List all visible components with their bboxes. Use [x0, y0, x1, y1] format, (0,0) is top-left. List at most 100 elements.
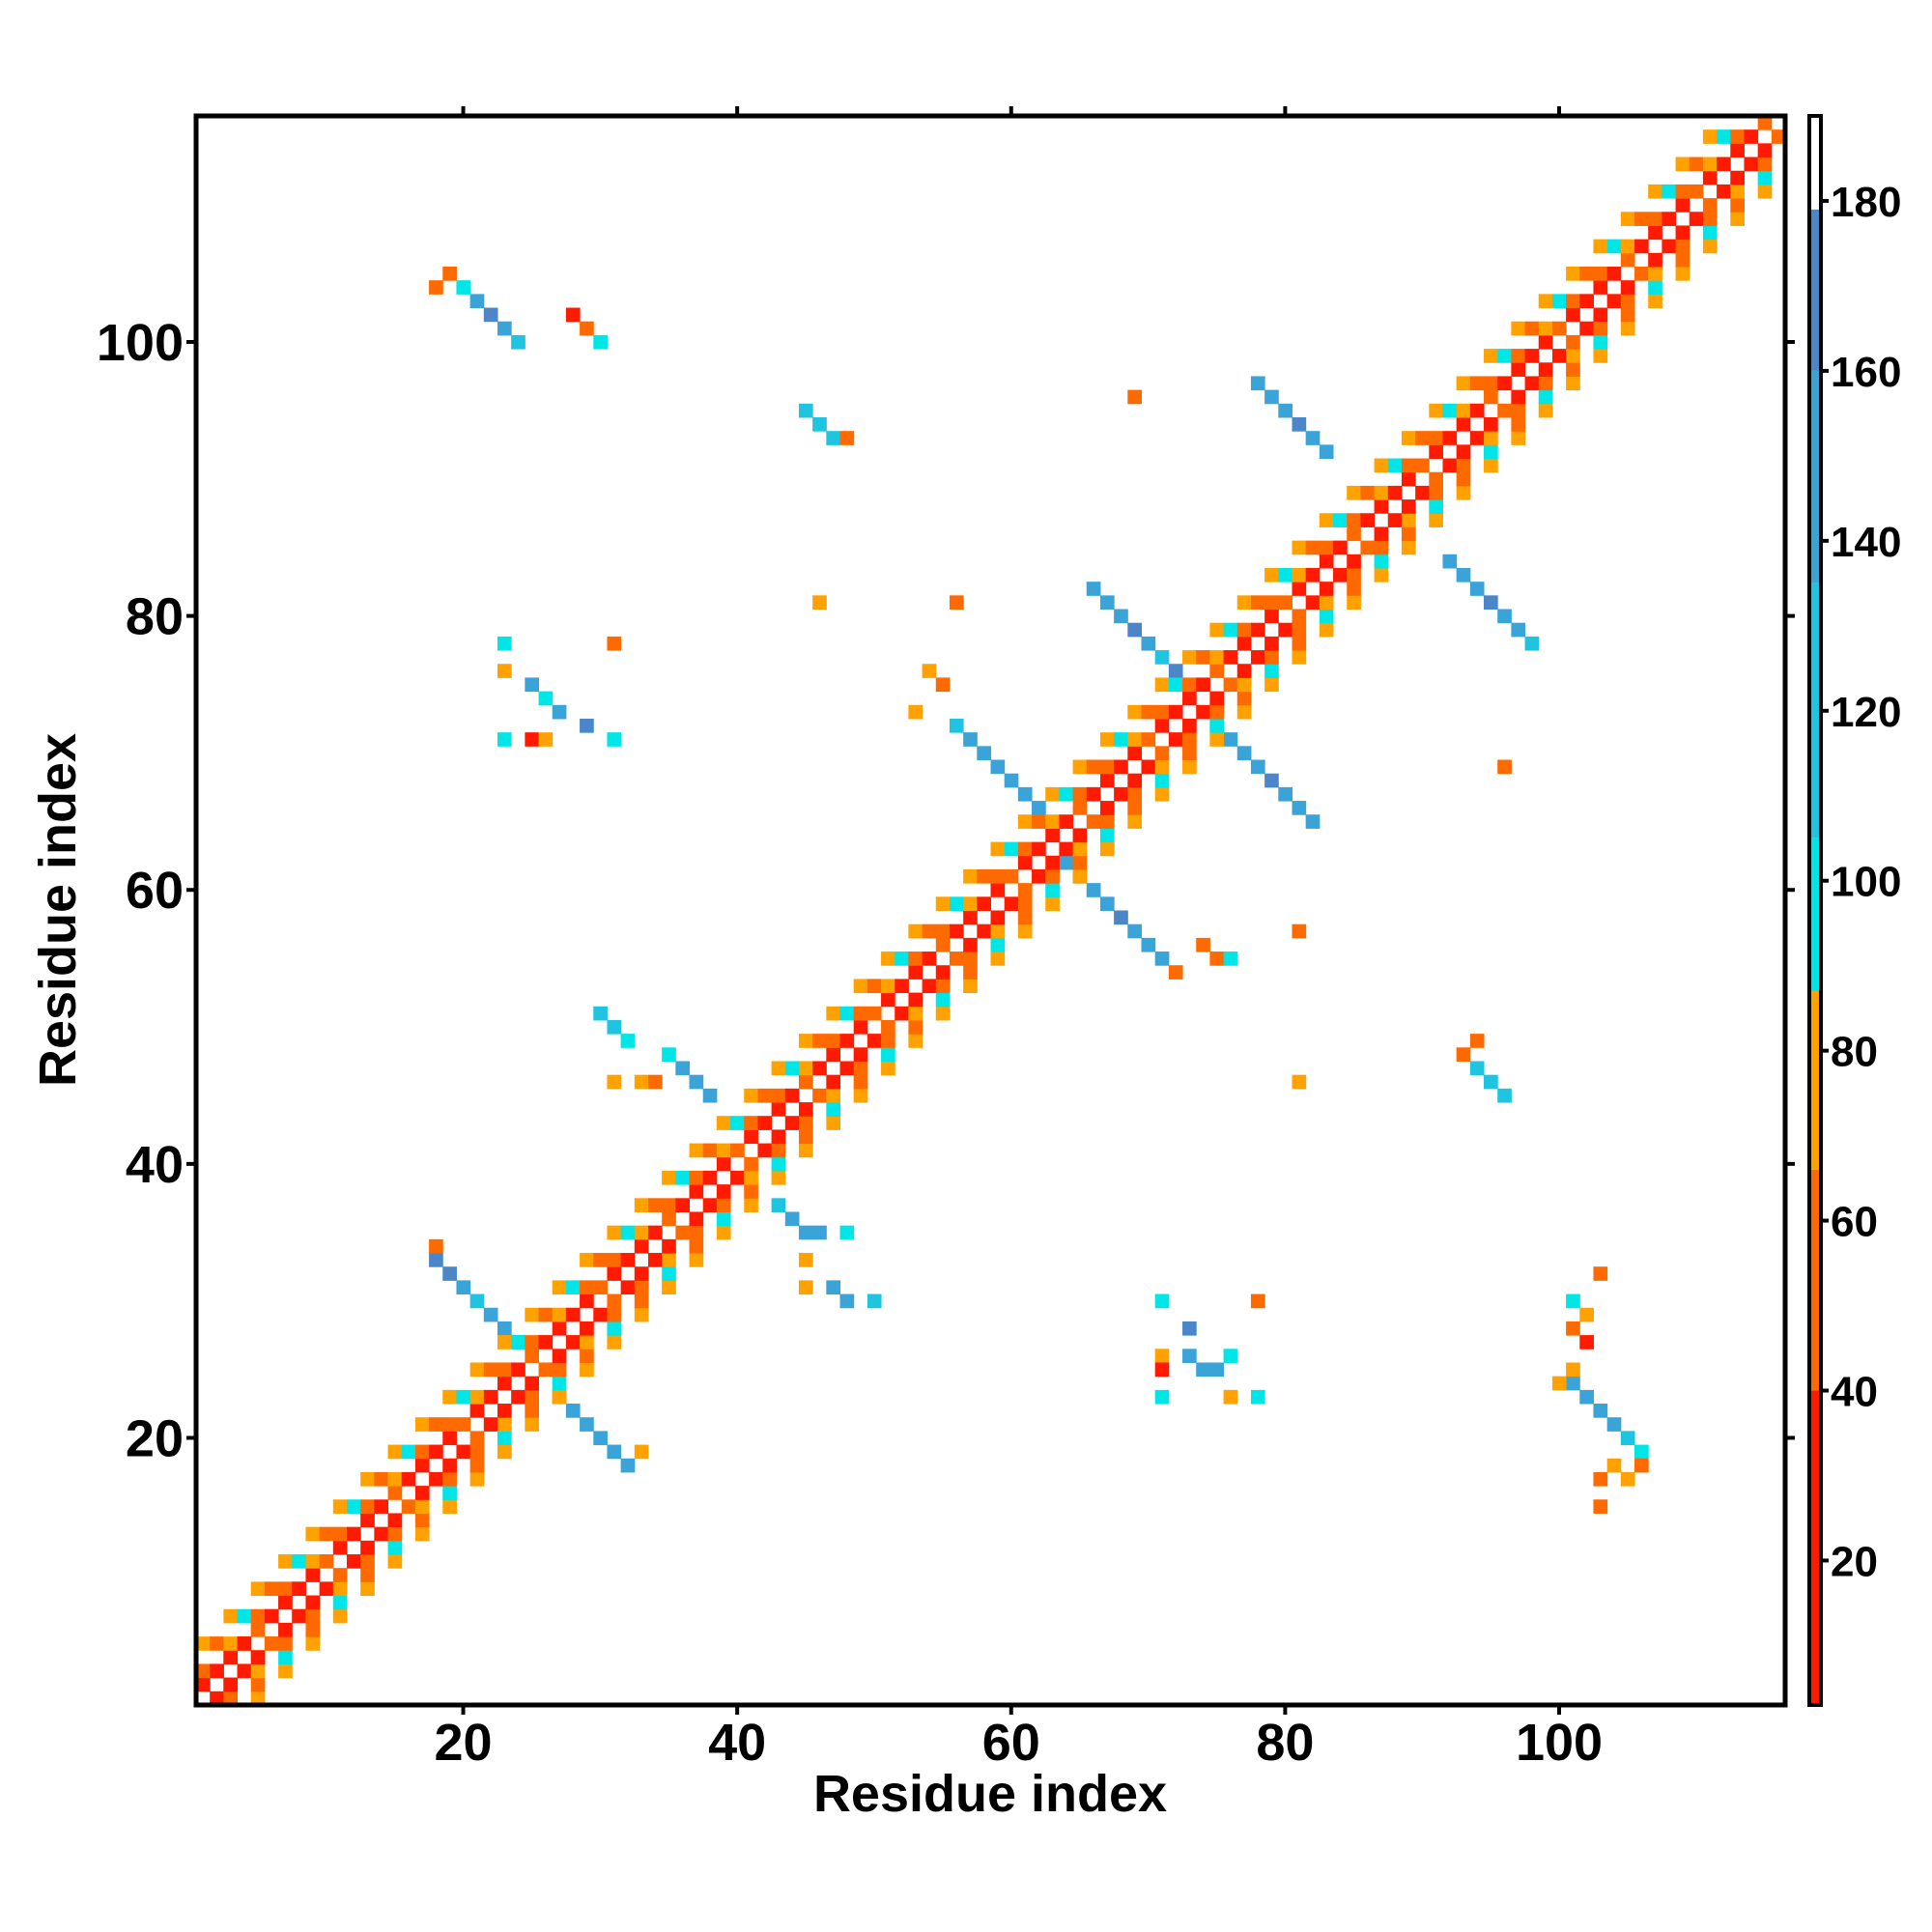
diagonal-cell: [1675, 184, 1690, 199]
diagonal-cell: [1675, 156, 1690, 172]
diagonal-cell: [1292, 609, 1307, 624]
diagonal-cell: [1675, 198, 1690, 213]
colorbar-tick-label: 100: [1831, 859, 1901, 906]
heatmap-cell: [1292, 801, 1307, 815]
heatmap-cell: [1086, 582, 1101, 596]
diagonal-cell: [990, 937, 1006, 952]
diagonal-cell: [1456, 458, 1471, 473]
heatmap-cell: [525, 732, 540, 747]
diagonal-cell: [346, 1499, 361, 1514]
heatmap-cell: [580, 1417, 594, 1432]
diagonal-cell: [525, 1335, 540, 1350]
diagonal-cell: [881, 1047, 895, 1062]
diagonal-cell: [1469, 376, 1485, 391]
heatmap-cell: [442, 266, 457, 281]
diagonal-cell: [935, 923, 951, 939]
diagonal-cell: [1360, 513, 1376, 527]
diagonal-cell: [1524, 349, 1540, 363]
heatmap-cell: [483, 307, 498, 323]
y-axis-title: Residue index: [29, 733, 87, 1087]
y-tick-label: 100: [97, 314, 184, 372]
diagonal-cell: [1730, 198, 1745, 213]
diagonal-cell: [442, 1417, 457, 1432]
diagonal-cell: [387, 1540, 403, 1555]
diagonal-cell: [607, 1253, 622, 1267]
diagonal-cell: [1456, 376, 1471, 391]
diagonal-cell: [1566, 266, 1580, 281]
diagonal-cell: [1141, 732, 1156, 747]
diagonal-cell: [1401, 431, 1416, 445]
diagonal-cell: [1347, 485, 1361, 500]
diagonal-cell: [1017, 923, 1033, 939]
diagonal-cell: [332, 1608, 348, 1624]
diagonal-cell: [1401, 471, 1416, 487]
diagonal-cell: [1538, 321, 1553, 336]
diagonal-cell: [1429, 513, 1443, 527]
diagonal-cell: [1099, 759, 1115, 775]
heatmap-cell: [826, 431, 841, 445]
diagonal-cell: [784, 1061, 800, 1076]
diagonal-cell: [401, 1444, 416, 1460]
heatmap-cell: [1634, 1444, 1649, 1460]
diagonal-cell: [223, 1677, 239, 1692]
diagonal-cell: [662, 1266, 676, 1281]
diagonal-cell: [1744, 156, 1759, 172]
diagonal-cell: [839, 1034, 855, 1048]
diagonal-cell: [1292, 636, 1307, 651]
diagonal-cell: [305, 1568, 321, 1582]
diagonal-cell: [839, 1061, 855, 1076]
diagonal-cell: [497, 1376, 512, 1391]
diagonal-cell: [1456, 485, 1471, 500]
diagonal-cell: [497, 1417, 512, 1432]
diagonal-cell: [744, 1088, 758, 1103]
diagonal-cell: [990, 841, 1006, 857]
heatmap-cell: [1634, 1458, 1649, 1473]
colorbar-tick-label: 80: [1831, 1029, 1878, 1076]
diagonal-cell: [1374, 526, 1389, 542]
diagonal-cell: [1415, 485, 1430, 500]
heatmap-cell: [689, 1074, 704, 1090]
diagonal-cell: [963, 868, 978, 884]
diagonal-cell: [771, 1061, 786, 1076]
heatmap-cell: [1127, 923, 1142, 939]
diagonal-cell: [1702, 212, 1718, 226]
heatmap-cell: [949, 595, 964, 611]
x-axis-ticks: 20 40 60 80 100: [434, 106, 1603, 1772]
diagonal-cell: [580, 1362, 594, 1378]
diagonal-cell: [469, 1458, 485, 1473]
diagonal-cell: [1429, 471, 1443, 487]
heatmap-cell: [839, 431, 855, 445]
diagonal-cell: [1484, 376, 1498, 391]
diagonal-cell: [387, 1554, 403, 1569]
diagonal-cell: [1209, 718, 1225, 733]
diagonal-cell: [196, 1677, 211, 1692]
x-tick-label: 100: [1516, 1714, 1603, 1772]
diagonal-cell: [963, 979, 978, 994]
heatmap-cell: [1292, 923, 1307, 939]
diagonal-cell: [1744, 129, 1759, 144]
diagonal-cell: [250, 1650, 266, 1664]
diagonal-cell: [1484, 444, 1498, 460]
diagonal-cell: [1374, 540, 1389, 555]
diagonal-cell: [1223, 650, 1238, 665]
diagonal-cell: [319, 1526, 334, 1542]
diagonal-cell: [1223, 677, 1238, 693]
diagonal-cell: [278, 1636, 293, 1651]
diagonal-cell: [1593, 266, 1608, 281]
colorbar-band: [1809, 1169, 1821, 1391]
diagonal-cell: [1771, 129, 1786, 144]
diagonal-cell: [525, 1404, 540, 1418]
heatmap-cell: [497, 664, 512, 678]
diagonal-cell: [1072, 841, 1088, 857]
diagonal-cell: [1442, 403, 1458, 418]
diagonal-cell: [387, 1444, 403, 1460]
diagonal-cell: [1484, 416, 1498, 432]
diagonal-cell: [1675, 266, 1690, 281]
diagonal-cell: [1059, 814, 1074, 829]
diagonal-cell: [853, 1006, 868, 1021]
diagonal-cell: [1264, 595, 1279, 611]
heatmap-cell: [1196, 1362, 1210, 1378]
diagonal-cell: [1551, 294, 1567, 309]
heatmap-cell: [1579, 1307, 1594, 1322]
y-tick-label: 20: [126, 1409, 184, 1467]
